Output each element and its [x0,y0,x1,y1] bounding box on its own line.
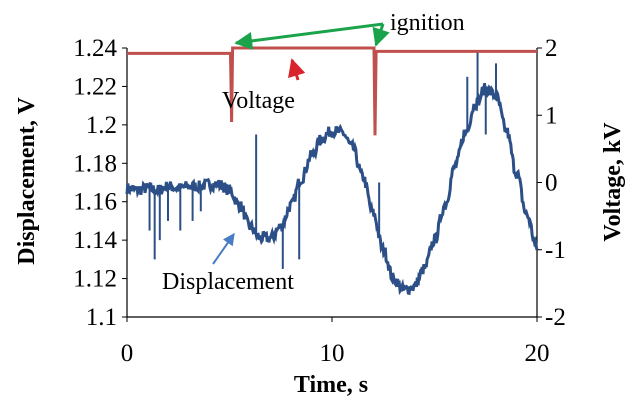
y-right-tick-label-1: -1 [545,237,566,264]
y-right-tick-label-0: -2 [545,304,566,331]
y-left-tick-label-4: 1.18 [73,150,117,177]
annotation-voltage: Voltage [222,88,295,114]
y-left-tick-label-0: 1.1 [86,304,117,331]
labels: Time, s Displacement, V Voltage, kV igni… [14,10,626,397]
y-right-tick-label-3: 1 [545,102,558,129]
series-displacement-line [125,83,539,296]
displacement-arrow [212,233,235,265]
x-tick-label-1: 10 [320,340,345,367]
y-left-axis-title: Displacement, V [14,97,40,265]
x-tick-label-0: 0 [121,340,134,367]
series-voltage-line [127,46,537,136]
x-tick-label-2: 20 [525,340,550,367]
series-layer [125,46,539,296]
y-right-tick-label-2: 0 [545,170,558,197]
y-left-tick-label-5: 1.2 [86,112,117,139]
annotation-ignition: ignition [390,10,465,36]
y-left-tick-label-1: 1.12 [73,266,117,293]
ignition-arrow-left [234,22,384,50]
ignition-arrow-right [372,23,390,47]
voltage-arrow [288,58,306,81]
annotations [212,22,390,265]
y-left-tick-label-2: 1.14 [73,227,117,254]
x-axis-title: Time, s [294,372,368,397]
y-right-tick-label-4: 2 [545,35,558,62]
annotation-displacement: Displacement [162,269,294,295]
y-left-tick-label-3: 1.16 [73,189,117,216]
y-left-tick-label-6: 1.22 [73,73,117,100]
y-left-tick-label-7: 1.24 [73,35,117,62]
y-right-axis-title: Voltage, kV [600,122,626,242]
